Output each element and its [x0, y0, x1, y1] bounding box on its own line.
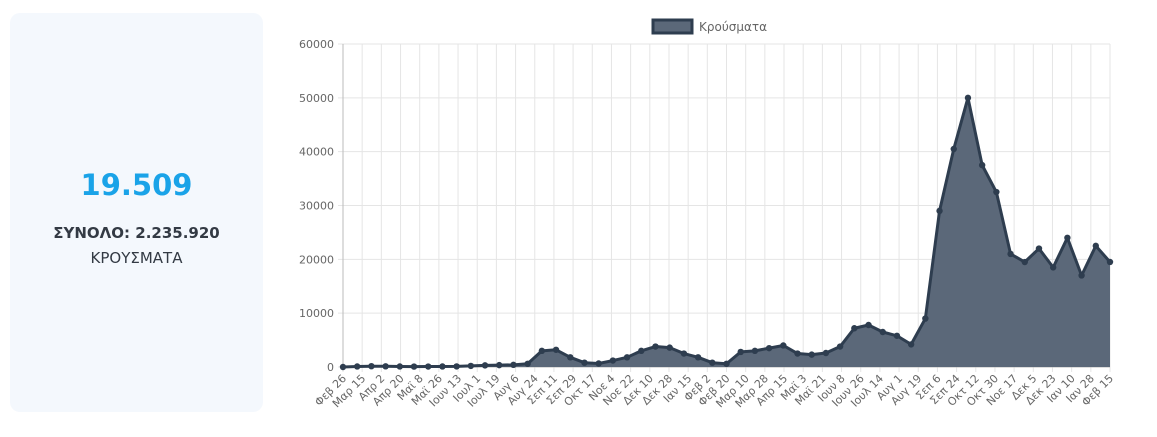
y-tick-label: 60000 — [299, 38, 334, 51]
data-point[interactable] — [467, 362, 475, 370]
data-point[interactable] — [496, 361, 503, 369]
data-point[interactable] — [1021, 258, 1028, 266]
data-point[interactable] — [723, 360, 730, 367]
data-point[interactable] — [794, 350, 801, 357]
data-point[interactable] — [567, 354, 574, 361]
data-point[interactable] — [481, 362, 489, 369]
data-point[interactable] — [694, 354, 702, 361]
data-point[interactable] — [907, 341, 915, 348]
data-point[interactable] — [822, 349, 830, 357]
data-point[interactable] — [737, 348, 744, 356]
data-point[interactable] — [751, 347, 759, 355]
data-point[interactable] — [893, 332, 901, 339]
data-point[interactable] — [396, 363, 404, 370]
cases-unit-label: ΚΡΟΥΣΜΑΤΑ — [90, 249, 183, 267]
data-point[interactable] — [609, 357, 617, 364]
data-point[interactable] — [1092, 242, 1099, 250]
data-point[interactable] — [851, 325, 858, 332]
data-point[interactable] — [1049, 264, 1057, 271]
data-point[interactable] — [581, 359, 588, 366]
data-point[interactable] — [524, 360, 531, 367]
data-point[interactable] — [339, 363, 347, 371]
data-point[interactable] — [936, 207, 943, 215]
data-point[interactable] — [410, 363, 418, 370]
data-point[interactable] — [1064, 234, 1071, 241]
y-tick-label: 20000 — [299, 253, 334, 266]
data-point[interactable] — [780, 342, 787, 349]
y-tick-label: 30000 — [299, 200, 334, 213]
data-point[interactable] — [354, 363, 361, 370]
data-point[interactable] — [1106, 258, 1114, 266]
today-cases-value: 19.509 — [80, 168, 193, 202]
cases-chart: 0 10000 20000 30000 40000 50000 60000 Φεβ 26 Μαρ… — [290, 10, 1150, 437]
data-point[interactable] — [638, 347, 645, 355]
data-point[interactable] — [1078, 272, 1085, 279]
data-point[interactable] — [666, 344, 673, 351]
legend-label[interactable]: Κρούσματα — [699, 20, 767, 34]
data-point[interactable] — [552, 346, 560, 353]
y-tick-label: 0 — [327, 361, 334, 374]
data-point[interactable] — [1007, 250, 1014, 258]
data-point[interactable] — [368, 362, 375, 370]
data-point[interactable] — [978, 161, 986, 169]
data-point[interactable] — [425, 363, 432, 370]
data-point[interactable] — [652, 343, 659, 350]
data-point[interactable] — [865, 321, 872, 329]
summary-card: 19.509 ΣΥΝΟΛΟ: 2.235.920 ΚΡΟΥΣΜΑΤΑ — [10, 13, 263, 412]
data-point[interactable] — [595, 360, 602, 367]
y-tick-label: 50000 — [299, 92, 334, 105]
data-point[interactable] — [836, 343, 844, 350]
data-point[interactable] — [680, 350, 688, 357]
data-point[interactable] — [382, 363, 389, 370]
data-point[interactable] — [808, 351, 815, 358]
data-point[interactable] — [1035, 245, 1043, 252]
data-point[interactable] — [964, 94, 972, 102]
data-point[interactable] — [510, 361, 517, 369]
cases-area-fill — [343, 97, 1110, 367]
total-value: 2.235.920 — [135, 224, 220, 242]
total-label: ΣΥΝΟΛΟ: — [53, 224, 131, 242]
data-point[interactable] — [623, 354, 631, 361]
data-point[interactable] — [439, 363, 446, 370]
data-point[interactable] — [538, 347, 546, 355]
data-point[interactable] — [922, 315, 929, 322]
data-point[interactable] — [709, 359, 716, 366]
legend-swatch[interactable] — [651, 18, 694, 35]
total-cases-line: ΣΥΝΟΛΟ: 2.235.920 — [53, 224, 219, 242]
data-point[interactable] — [879, 328, 886, 336]
data-point[interactable] — [993, 188, 1000, 196]
data-point[interactable] — [765, 344, 773, 352]
data-point[interactable] — [950, 145, 957, 153]
y-tick-label: 40000 — [299, 146, 334, 159]
y-tick-label: 10000 — [299, 307, 334, 320]
data-point[interactable] — [453, 363, 460, 370]
